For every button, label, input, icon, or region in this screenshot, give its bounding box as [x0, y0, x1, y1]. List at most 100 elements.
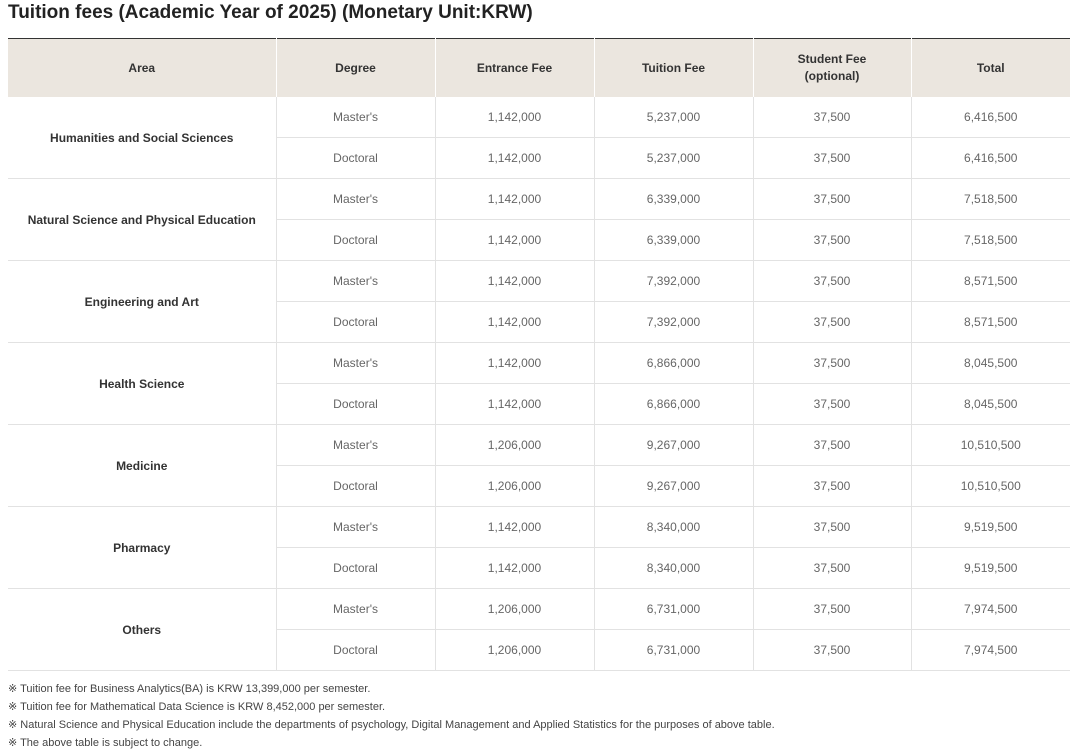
- fee-cell: 7,974,500: [910, 629, 1070, 671]
- table-row: Natural Science and Physical Education Ma…: [8, 178, 1070, 261]
- fee-cell: 37,500: [752, 424, 911, 466]
- fee-cell: 9,519,500: [910, 506, 1070, 548]
- fee-cell: 37,500: [752, 260, 911, 302]
- degree-cell: Doctoral: [275, 383, 435, 425]
- fee-cell: 1,142,000: [434, 301, 594, 343]
- header-cell: Total: [910, 38, 1070, 97]
- header-text: Entrance Fee: [476, 60, 553, 75]
- page-title: Tuition fees (Academic Year of 2025) (Mo…: [8, 2, 533, 23]
- header-text: Tuition Fee: [641, 60, 706, 75]
- degree-cell: Master's: [275, 588, 435, 630]
- area-cell: Health Science: [8, 342, 276, 425]
- fee-cell: 1,142,000: [434, 547, 594, 589]
- table-row: Humanities and Social Sciences Master's 1,…: [8, 97, 1070, 179]
- degree-cell: Doctoral: [275, 137, 435, 179]
- table-row: Health Science Master's 1,142,000 6,866,000…: [8, 342, 1070, 425]
- fee-cell: 9,519,500: [910, 547, 1070, 589]
- degree-cell: Master's: [275, 506, 435, 548]
- table-row: Doctoral 1,142,000 6,866,000 37,500 8,045,50…: [8, 383, 1070, 425]
- fee-cell: 6,339,000: [593, 178, 753, 220]
- fee-cell: 8,571,500: [910, 260, 1070, 302]
- fee-cell: 6,416,500: [910, 97, 1070, 138]
- fee-cell: 9,267,000: [593, 465, 753, 507]
- fee-cell: 1,206,000: [434, 424, 594, 466]
- fee-cell: 37,500: [752, 629, 911, 671]
- fee-cell: 37,500: [752, 506, 911, 548]
- table-row: Doctoral 1,142,000 6,339,000 37,500 7,518,50…: [8, 219, 1070, 261]
- header-text: Student Fee (optional): [797, 52, 867, 83]
- fee-cell: 37,500: [752, 219, 911, 261]
- table-row: Doctoral 1,142,000 7,392,000 37,500 8,571,50…: [8, 301, 1070, 343]
- table-body: Humanities and Social Sciences Master's 1,…: [8, 97, 1070, 671]
- table-row: Medicine Master's 1,206,000 9,267,000 37,500…: [8, 424, 1070, 507]
- table-row: Doctoral 1,142,000 5,237,000 37,500 6,416,50…: [8, 137, 1070, 179]
- fee-cell: 1,142,000: [434, 260, 594, 302]
- fee-cell: 1,142,000: [434, 383, 594, 425]
- degree-cell: Master's: [275, 424, 435, 466]
- fee-cell: 7,392,000: [593, 301, 753, 343]
- fee-cell: 7,392,000: [593, 260, 753, 302]
- table-row: Doctoral 1,206,000 6,731,000 37,500 7,974,50…: [8, 629, 1070, 671]
- header-cell: Area: [8, 38, 276, 97]
- header-text: Total: [976, 60, 1005, 75]
- header-row: Area Degree Entrance Fee Tuition Fee Student…: [8, 38, 1070, 97]
- degree-cell: Doctoral: [275, 547, 435, 589]
- header-text: Area: [128, 60, 156, 75]
- area-cell: Medicine: [8, 424, 276, 507]
- degree-cell: Doctoral: [275, 465, 435, 507]
- notes: ※ Tuition fee for Business Analytics(BA)…: [8, 680, 775, 752]
- fee-cell: 8,045,500: [910, 383, 1070, 425]
- degree-cell: Doctoral: [275, 629, 435, 671]
- fee-cell: 37,500: [752, 342, 911, 384]
- fee-cell: 37,500: [752, 465, 911, 507]
- fee-cell: 37,500: [752, 588, 911, 630]
- fee-cell: 5,237,000: [593, 137, 753, 179]
- fee-cell: 1,206,000: [434, 588, 594, 630]
- header-cell: Student Fee (optional): [752, 38, 911, 97]
- degree-cell: Master's: [275, 260, 435, 302]
- area-cell: Engineering and Art: [8, 260, 276, 343]
- fee-cell: 8,571,500: [910, 301, 1070, 343]
- header-cell: Degree: [275, 38, 435, 97]
- fee-cell: 6,731,000: [593, 588, 753, 630]
- degree-cell: Master's: [275, 342, 435, 384]
- fee-cell: 37,500: [752, 383, 911, 425]
- fee-cell: 6,339,000: [593, 219, 753, 261]
- area-cell: Others: [8, 588, 276, 671]
- fee-cell: 1,142,000: [434, 178, 594, 220]
- fee-cell: 1,142,000: [434, 219, 594, 261]
- area-cell: Natural Science and Physical Education: [8, 178, 276, 261]
- fee-cell: 10,510,500: [910, 465, 1070, 507]
- table-row: Doctoral 1,142,000 8,340,000 37,500 9,519,50…: [8, 547, 1070, 589]
- fee-cell: 7,974,500: [910, 588, 1070, 630]
- area-cell: Humanities and Social Sciences: [8, 97, 276, 179]
- table-row: Others Master's 1,206,000 6,731,000 37,500 7,…: [8, 588, 1070, 671]
- fee-cell: 8,340,000: [593, 506, 753, 548]
- fee-cell: 37,500: [752, 137, 911, 179]
- fee-cell: 9,267,000: [593, 424, 753, 466]
- fee-cell: 1,142,000: [434, 342, 594, 384]
- note: ※ Tuition fee for Business Analytics(BA)…: [8, 683, 371, 695]
- fee-cell: 37,500: [752, 301, 911, 343]
- fee-cell: 7,518,500: [910, 178, 1070, 220]
- header-text: Degree: [335, 60, 376, 75]
- degree-cell: Doctoral: [275, 219, 435, 261]
- fee-cell: 37,500: [752, 178, 911, 220]
- table-row: Engineering and Art Master's 1,142,000 7,39…: [8, 260, 1070, 343]
- table-row: Pharmacy Master's 1,142,000 8,340,000 37,500…: [8, 506, 1070, 589]
- fee-cell: 8,340,000: [593, 547, 753, 589]
- fee-cell: 8,045,500: [910, 342, 1070, 384]
- header-cell: Entrance Fee: [434, 38, 594, 97]
- fee-cell: 6,866,000: [593, 342, 753, 384]
- fee-cell: 1,142,000: [434, 137, 594, 179]
- fee-cell: 37,500: [752, 97, 911, 138]
- note: ※ Tuition fee for Mathematical Data Scie…: [8, 701, 386, 713]
- note: ※ Natural Science and Physical Education…: [8, 719, 775, 731]
- degree-cell: Doctoral: [275, 301, 435, 343]
- fee-cell: 6,416,500: [910, 137, 1070, 179]
- degree-cell: Master's: [275, 178, 435, 220]
- fee-cell: 37,500: [752, 547, 911, 589]
- fee-cell: 1,142,000: [434, 506, 594, 548]
- header-cell: Tuition Fee: [593, 38, 753, 97]
